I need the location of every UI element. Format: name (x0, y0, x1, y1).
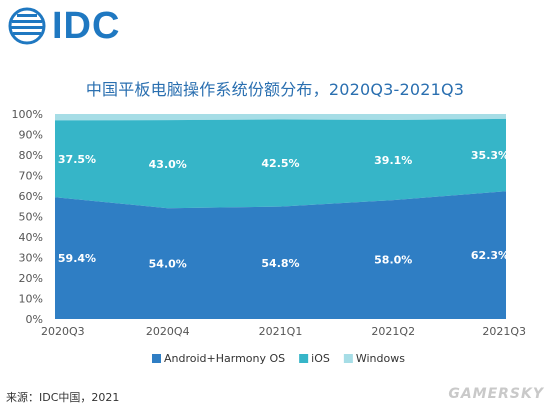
y-tick-label: 60% (19, 190, 43, 203)
data-label: 35.3% (471, 149, 509, 162)
watermark: GAMERSKY (448, 386, 544, 402)
data-label: 39.1% (374, 154, 412, 167)
data-label: 54.0% (149, 258, 187, 271)
y-tick-label: 10% (19, 293, 43, 306)
data-label: 54.8% (261, 257, 299, 270)
data-label: 59.4% (58, 252, 96, 265)
data-label: 43.0% (149, 158, 187, 171)
x-tick-label: 2021Q1 (259, 325, 303, 338)
logo-text: IDC (52, 5, 121, 47)
area-windows (55, 114, 506, 121)
y-tick-label: 100% (12, 108, 43, 121)
area-ios (55, 118, 506, 209)
idc-logo: IDC (8, 6, 120, 46)
data-label: 62.3% (471, 249, 509, 262)
x-tick-label: 2020Q3 (41, 325, 85, 338)
chart-title: 中国平板电脑操作系统份额分布，2020Q3-2021Q3 (85, 80, 465, 99)
legend: Android+Harmony OS iOS Windows (152, 352, 405, 365)
x-tick-label: 2021Q2 (371, 325, 415, 338)
y-tick-label: 50% (19, 211, 43, 224)
y-tick-label: 20% (19, 272, 43, 285)
y-tick-label: 70% (19, 170, 43, 183)
x-tick-label: 2020Q4 (146, 325, 190, 338)
area-android-harmony-os (55, 191, 506, 319)
y-tick-label: 90% (19, 129, 43, 142)
legend-swatch (299, 354, 309, 363)
legend-label: Android+Harmony OS (164, 352, 285, 365)
data-label: 58.0% (374, 254, 412, 267)
x-tick-label: 2021Q3 (482, 325, 526, 338)
data-label: 42.5% (261, 157, 299, 170)
y-tick-label: 80% (19, 149, 43, 162)
data-label: 37.5% (58, 153, 96, 166)
legend-swatch (343, 354, 353, 363)
y-tick-label: 30% (19, 252, 43, 265)
legend-label: Windows (356, 352, 405, 365)
y-tick-label: 40% (19, 231, 43, 244)
legend-swatch (152, 354, 161, 363)
y-tick-label: 0% (26, 313, 43, 326)
idc-globe-icon (8, 7, 46, 45)
source-note: 来源：IDC中国，2021 (6, 391, 120, 404)
legend-label: iOS (311, 352, 330, 365)
